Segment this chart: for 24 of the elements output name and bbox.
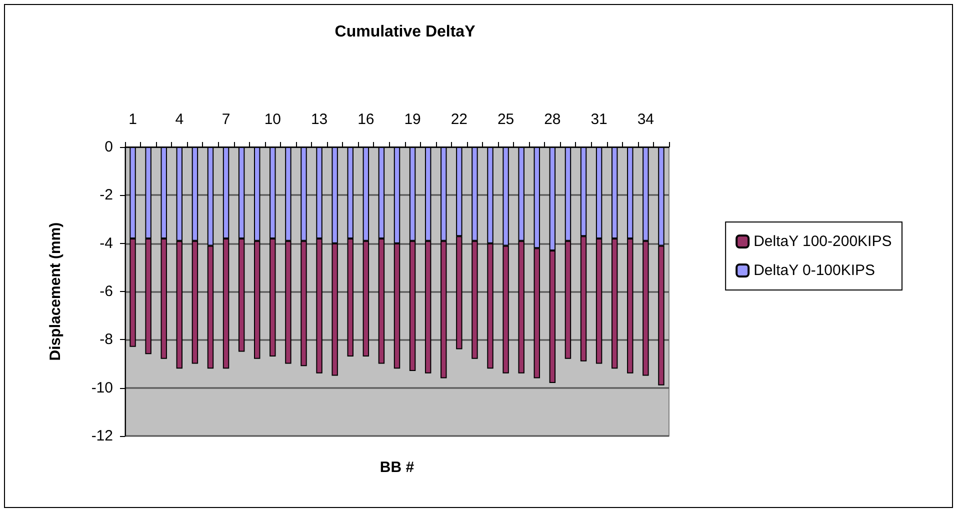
- y-axis-title: Displacement (mm): [47, 222, 64, 361]
- chart-title: Cumulative DeltaY: [334, 24, 476, 40]
- y-tick-label: -6: [100, 283, 113, 300]
- x-axis-title: BB #: [380, 459, 415, 476]
- legend-label: DeltaY 0-100KIPS: [754, 262, 876, 279]
- y-tick-label: -4: [100, 234, 113, 252]
- x-tick-label: 34: [637, 111, 654, 128]
- x-tick-label: 1: [128, 111, 137, 128]
- x-tick-label: 28: [544, 111, 561, 128]
- y-tick-label: -2: [100, 186, 113, 204]
- y-tick-label: 0: [104, 138, 113, 156]
- x-tick-label: 4: [175, 111, 184, 128]
- y-tick-label: -12: [91, 428, 113, 444]
- x-tick-label: 31: [590, 111, 608, 128]
- x-tick-label: 25: [497, 111, 514, 128]
- legend-label: DeltaY 100-200KIPS: [754, 233, 892, 250]
- x-tick-label: 10: [264, 111, 281, 128]
- x-tick-label: 22: [450, 111, 468, 128]
- y-tick-label: -10: [91, 379, 113, 396]
- x-tick-label: 16: [358, 111, 374, 128]
- y-tick-label: -8: [100, 331, 113, 348]
- x-tick-label: 19: [404, 111, 421, 128]
- x-tick-label: 13: [310, 111, 328, 128]
- x-tick-label: 7: [222, 111, 230, 128]
